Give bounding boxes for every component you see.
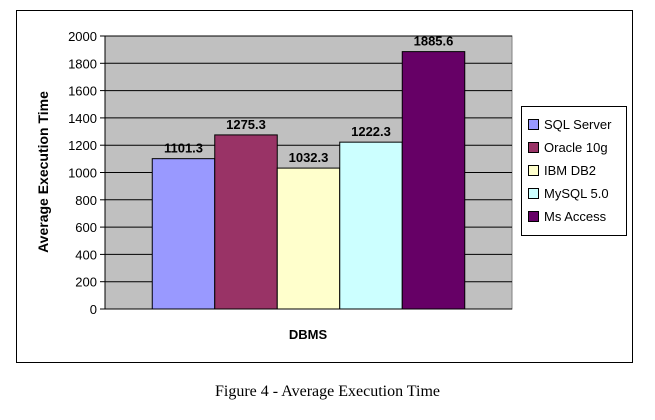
legend-swatch xyxy=(528,165,539,176)
legend-label: Oracle 10g xyxy=(544,140,608,155)
chart-legend: SQL Server Oracle 10g IBM DB2 MySQL 5.0 Ms A… xyxy=(521,106,627,236)
y-tick-label: 1000 xyxy=(68,166,97,181)
y-tick-label: 400 xyxy=(75,247,97,262)
bar-ibm-db2 xyxy=(276,167,341,310)
legend-item: Ms Access xyxy=(528,205,626,228)
y-tick-label: 2000 xyxy=(68,29,97,44)
bar-oracle-10g xyxy=(214,134,278,310)
x-axis-label: DBMS xyxy=(289,327,328,342)
legend-item: SQL Server xyxy=(528,113,626,136)
data-label: 1275.3 xyxy=(226,117,266,132)
bar-mysql-5-0 xyxy=(339,141,403,310)
legend-item: Oracle 10g xyxy=(528,136,626,159)
legend-item: IBM DB2 xyxy=(528,159,626,182)
data-label: 1032.3 xyxy=(289,150,329,165)
y-tick-label: 1800 xyxy=(68,56,97,71)
data-label: 1885.6 xyxy=(414,34,454,49)
legend-label: MySQL 5.0 xyxy=(544,186,609,201)
data-label: 1222.3 xyxy=(351,124,391,139)
plot-area: 0 200 400 600 800 1000 1200 1400 1600 1800 2000 110… xyxy=(68,29,513,317)
y-tick-label: 0 xyxy=(90,302,97,317)
legend-item: MySQL 5.0 xyxy=(528,182,626,205)
y-tick-label: 600 xyxy=(75,220,97,235)
bar-ms-access xyxy=(401,51,466,310)
y-tick-label: 1600 xyxy=(68,84,97,99)
y-axis-label: Average Execution Time xyxy=(35,91,51,253)
figure-caption: Figure 4 - Average Execution Time xyxy=(215,383,440,400)
y-tick-label: 1200 xyxy=(68,138,97,153)
bar-sql-server xyxy=(151,158,216,310)
legend-label: SQL Server xyxy=(544,117,612,132)
legend-label: Ms Access xyxy=(544,209,607,224)
y-tick-label: 800 xyxy=(75,193,97,208)
data-label: 1101.3 xyxy=(164,141,203,156)
legend-swatch xyxy=(528,142,539,153)
legend-swatch xyxy=(528,188,539,199)
y-tick-label: 1400 xyxy=(68,111,97,126)
legend-swatch xyxy=(528,119,539,130)
y-tick-label: 200 xyxy=(75,275,97,290)
legend-label: IBM DB2 xyxy=(544,163,597,178)
legend-swatch xyxy=(528,211,539,222)
